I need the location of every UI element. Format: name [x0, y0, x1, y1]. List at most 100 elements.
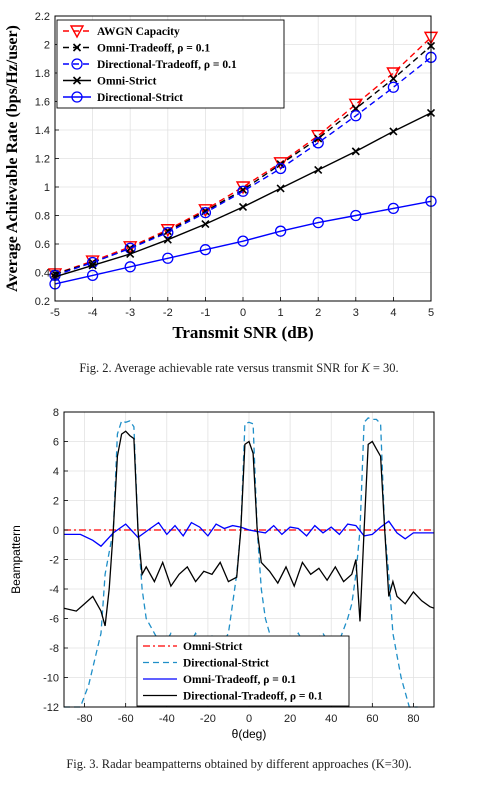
figure-3-chart: -80 -60 -40 -20 0 20 40 60 80-12-10-8-6-4-202468…: [9, 407, 435, 741]
f2-y-tick-label: 2: [44, 39, 50, 51]
f2-point-directional-strict: [86, 269, 99, 282]
f2-legend-label-directional-tradeoff-rho-0-1: Directional-Tradeoff, ρ = 0.1: [97, 59, 237, 71]
fig3-y-axis-label: Beampattern: [9, 525, 23, 594]
f2-x-tick-label: -2: [163, 307, 173, 319]
f3-y-tick-label: 4: [53, 466, 59, 478]
fig2-caption-suffix: = 30.: [369, 361, 399, 375]
f2-point-directional-strict: [350, 209, 362, 222]
figure-2-chart: -5 -4 -3 -2 -1 0 1 2 3 4 5 0.2 0.4 0.6 0.8 1 1.2 1.4 1.6 1.…: [4, 11, 439, 342]
f2-legend-label-omni-tradeoff-rho-0-1: Omni-Tradeoff, ρ = 0.1: [97, 43, 210, 55]
f2-x-tick-label: 2: [315, 307, 321, 319]
f3-y-tick-label: 0: [53, 525, 59, 537]
f2-x-tick-label: 5: [428, 307, 434, 319]
f2-point-omni-strict: [126, 249, 135, 259]
f2-point-directional-tradeoff-rho-0-1: [350, 110, 362, 122]
f2-y-tick-label: 0.8: [35, 210, 50, 222]
f3-y-tick-label: -6: [49, 613, 59, 625]
f2-x-tick-label: 4: [390, 307, 396, 319]
f2-y-tick-label: 1.8: [35, 68, 50, 80]
fig2-series: [47, 31, 439, 290]
f2-point-omni-strict: [389, 127, 398, 136]
figure-2-caption: Fig. 2. Average achievable rate versus t…: [0, 361, 478, 376]
f3-y-tick-label: 2: [53, 495, 59, 507]
f2-legend-label-directional-strict: Directional-Strict: [97, 92, 183, 104]
f3-series-line-directional-tradeoff-rho-0-1: [63, 430, 435, 627]
f3-x-tick-label: -40: [159, 713, 175, 725]
f3-legend-box: [136, 635, 350, 707]
f2-x-tick-label: 0: [240, 307, 246, 319]
f2-point-omni-strict: [314, 165, 323, 174]
f3-legend-label-omni-tradeoff-rho-0-1: Omni-Tradeoff, ρ = 0.1: [183, 674, 296, 686]
f3-y-tick-label: -4: [49, 584, 59, 596]
f2-series-line-omni-tradeoff-rho-0-1: [54, 45, 432, 275]
f2-legend-marker-awgn-capacity: [69, 25, 85, 39]
f2-point-omni-strict: [238, 202, 248, 212]
f2-legend-label-omni-strict: Omni-Strict: [97, 76, 157, 88]
f2-y-tick-label: 1: [44, 182, 50, 194]
fig2-caption-variable: K: [361, 361, 370, 375]
f2-y-tick-label: 1.4: [35, 125, 50, 137]
f2-x-tick-label: -5: [50, 307, 60, 319]
f2-x-tick-label: -3: [125, 307, 135, 319]
f2-y-tick-label: 0.4: [35, 267, 50, 279]
f3-x-tick-label: 80: [407, 713, 419, 725]
fig3-series: [63, 417, 435, 708]
f2-point-omni-strict: [351, 147, 360, 156]
f2-y-tick-label: 0.2: [35, 296, 50, 308]
f2-series-line-awgn-capacity: [54, 36, 432, 275]
f2-legend-box: [56, 19, 285, 109]
f2-point-directional-strict: [124, 261, 136, 273]
f3-series-line-omni-tradeoff-rho-0-1: [64, 520, 434, 548]
f3-y-tick-label: -10: [43, 672, 59, 684]
f3-y-tick-label: -8: [49, 643, 59, 655]
f2-legend-marker-omni-tradeoff-rho-0-1: [72, 43, 82, 52]
f2-x-tick-label: -4: [88, 307, 98, 319]
f2-point-directional-tradeoff-rho-0-1: [312, 137, 324, 149]
f2-point-directional-strict: [387, 202, 400, 215]
f3-series-line-directional-strict: [64, 417, 418, 708]
fig2-legend: AWGN Capacity Omni-Tradeoff, ρ = 0.1 Direc…: [56, 19, 285, 109]
f2-y-tick-label: 2.2: [35, 11, 50, 23]
f2-point-awgn-capacity: [386, 67, 401, 81]
fig2-y-axis-label: Average Achievable Rate (bps/Hz/user): [4, 25, 21, 292]
f2-point-directional-strict: [312, 216, 324, 229]
f2-point-directional-strict: [199, 244, 212, 256]
f3-x-tick-label: -20: [200, 713, 216, 725]
f2-point-directional-strict: [274, 225, 287, 237]
f2-y-tick-label: 1.6: [35, 96, 50, 108]
f3-legend-label-directional-tradeoff-rho-0-1: Directional-Tradeoff, ρ = 0.1: [183, 691, 323, 703]
f2-point-omni-tradeoff-rho-0-1: [389, 74, 398, 83]
f2-y-tick-label: 0.6: [35, 239, 50, 251]
f3-y-tick-label: -12: [43, 702, 59, 714]
fig2-ticks: -5 -4 -3 -2 -1 0 1 2 3 4 5 0.2 0.4 0.6 0.8 1 1.2 1.4 1.6 1.…: [35, 11, 434, 319]
f3-x-tick-label: 20: [284, 713, 296, 725]
f2-point-omni-strict: [201, 219, 210, 229]
f2-point-directional-tradeoff-rho-0-1: [274, 162, 287, 175]
f2-series-line-directional-strict: [54, 200, 432, 285]
f2-legend-marker-directional-strict: [71, 91, 83, 103]
f2-legend-marker-omni-strict: [72, 76, 82, 85]
f2-point-awgn-capacity: [273, 157, 288, 171]
f2-x-tick-label: -1: [201, 307, 211, 319]
f2-point-omni-tradeoff-rho-0-1: [314, 134, 323, 143]
f3-legend-label-omni-strict: Omni-Strict: [183, 641, 243, 653]
f2-point-directional-strict: [237, 235, 249, 247]
f3-y-tick-label: 8: [53, 407, 59, 419]
f2-point-directional-tradeoff-rho-0-1: [237, 185, 249, 197]
f2-point-omni-strict: [163, 235, 172, 244]
f3-x-tick-label: -60: [118, 713, 134, 725]
fig3-legend: Omni-Strict Directional-Strict Omni-Tradeo…: [136, 635, 350, 707]
f3-y-tick-label: -2: [49, 554, 59, 566]
figure-3-caption: Fig. 3. Radar beampatterns obtained by d…: [66, 757, 412, 771]
f3-x-tick-label: -80: [77, 713, 93, 725]
f2-y-tick-label: 1.2: [35, 153, 50, 165]
f2-x-tick-label: 1: [278, 307, 284, 319]
fig2-caption-prefix: Fig. 2. Average achievable rate versus t…: [79, 361, 362, 375]
f2-point-awgn-capacity: [198, 204, 213, 218]
f2-point-directional-tradeoff-rho-0-1: [387, 81, 400, 93]
f2-point-directional-tradeoff-rho-0-1: [86, 256, 99, 269]
f2-point-omni-strict: [276, 184, 285, 193]
f2-point-omni-strict: [88, 261, 97, 270]
f2-legend-marker-directional-tradeoff-rho-0-1: [71, 58, 83, 70]
